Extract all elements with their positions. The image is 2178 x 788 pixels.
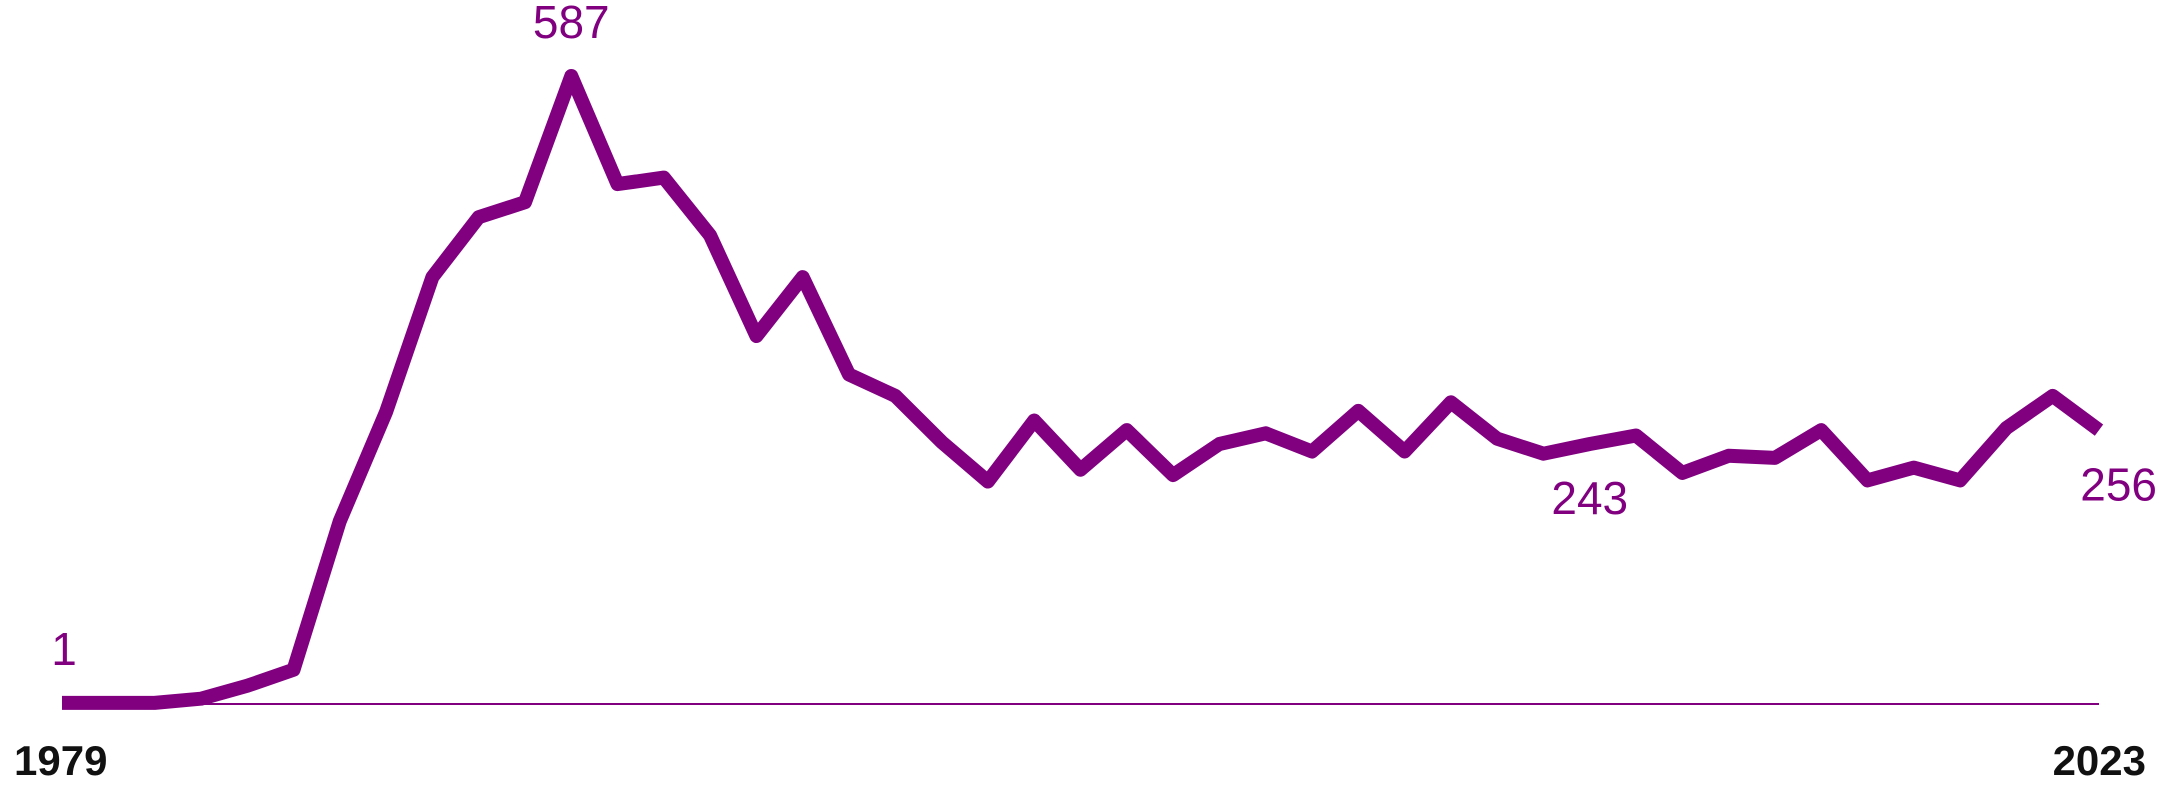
- value-label: 243: [1551, 472, 1628, 524]
- value-label: 1: [51, 623, 77, 675]
- x-tick-label: 2023: [2053, 737, 2146, 783]
- value-label: 587: [533, 0, 610, 48]
- x-tick-label: 1979: [14, 737, 107, 783]
- value-label: 256: [2080, 458, 2157, 510]
- line: [62, 69, 2104, 710]
